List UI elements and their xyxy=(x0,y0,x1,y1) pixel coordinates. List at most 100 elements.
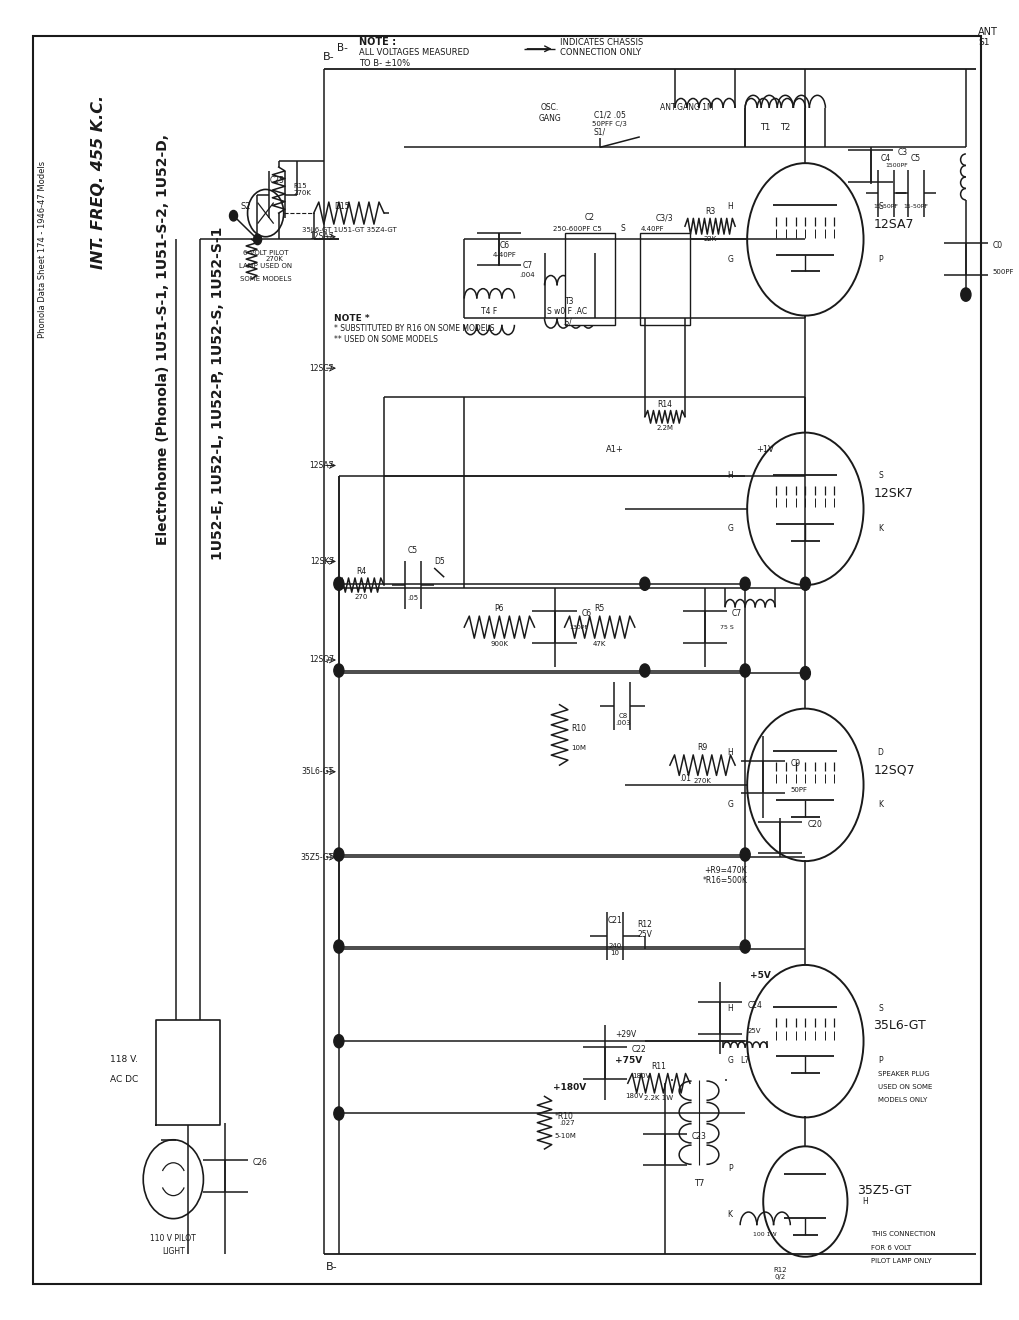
Text: .004: .004 xyxy=(519,272,535,279)
Text: +180V: +180V xyxy=(552,1082,586,1092)
Text: R12
0/2: R12 0/2 xyxy=(772,1267,787,1280)
Text: +75V: +75V xyxy=(614,1056,641,1065)
Text: 250-600PF C5: 250-600PF C5 xyxy=(552,226,601,232)
Text: G: G xyxy=(727,800,733,809)
Circle shape xyxy=(639,664,649,677)
Text: 12SC7: 12SC7 xyxy=(309,364,333,372)
Text: 12SQ7: 12SQ7 xyxy=(309,656,333,664)
Text: H: H xyxy=(727,202,733,211)
Text: T1: T1 xyxy=(759,123,769,132)
Text: ALL VOLTAGES MEASURED: ALL VOLTAGES MEASURED xyxy=(359,49,469,57)
Text: C26: C26 xyxy=(253,1158,267,1167)
Text: .01: .01 xyxy=(679,774,690,783)
Text: C5: C5 xyxy=(910,154,920,164)
Text: +R9=470K: +R9=470K xyxy=(703,866,746,875)
Text: *R16=500K: *R16=500K xyxy=(702,876,747,886)
Text: ** USED ON SOME MODELS: ** USED ON SOME MODELS xyxy=(333,335,437,343)
Text: AC DC: AC DC xyxy=(110,1074,139,1084)
Circle shape xyxy=(740,847,749,861)
Text: D15: D15 xyxy=(333,202,348,211)
Text: C21: C21 xyxy=(606,916,622,925)
Text: 35L6-GT: 35L6-GT xyxy=(302,767,333,776)
Text: C0: C0 xyxy=(991,242,1002,251)
Text: 35Z5-GT: 35Z5-GT xyxy=(857,1184,911,1197)
Text: 12SQ7: 12SQ7 xyxy=(872,763,914,776)
Text: H: H xyxy=(727,1003,733,1012)
Circle shape xyxy=(800,577,809,590)
Text: G: G xyxy=(727,1056,733,1065)
Text: ANT.GANG 1M: ANT.GANG 1M xyxy=(659,103,713,112)
Text: ANT: ANT xyxy=(977,26,997,37)
Text: 500PF: 500PF xyxy=(991,269,1014,276)
Text: 35L6-GT 1U51-GT 35Z4-GT: 35L6-GT 1U51-GT 35Z4-GT xyxy=(302,227,395,232)
Circle shape xyxy=(740,940,749,953)
Circle shape xyxy=(639,577,649,590)
Text: R15
270K: R15 270K xyxy=(293,183,311,195)
Text: 118 V.: 118 V. xyxy=(110,1055,139,1064)
Text: SPEAKER PLUG: SPEAKER PLUG xyxy=(876,1071,928,1077)
Text: 270: 270 xyxy=(355,594,368,601)
Text: MODELS ONLY: MODELS ONLY xyxy=(876,1097,926,1104)
Text: S2: S2 xyxy=(240,202,251,211)
Text: P: P xyxy=(877,1056,882,1065)
Text: C2: C2 xyxy=(584,214,594,222)
Text: K: K xyxy=(877,800,882,809)
Text: S: S xyxy=(877,471,882,480)
Text: Electrohome (Phonola) 1U51-S-1, 1U51-S-2, 1U52-D,: Electrohome (Phonola) 1U51-S-1, 1U51-S-2… xyxy=(156,135,170,545)
Text: 180V: 180V xyxy=(625,1093,643,1100)
Circle shape xyxy=(960,288,970,301)
Text: P6: P6 xyxy=(494,605,503,614)
Text: 2.2K 1W: 2.2K 1W xyxy=(644,1096,673,1101)
Text: D5: D5 xyxy=(433,557,444,566)
Text: B-: B- xyxy=(326,1262,337,1272)
Text: 6 VOLT PILOT: 6 VOLT PILOT xyxy=(243,249,288,256)
Text: T7: T7 xyxy=(693,1179,703,1188)
Circle shape xyxy=(800,667,809,680)
Text: B-: B- xyxy=(323,51,334,62)
Text: 270K: 270K xyxy=(693,777,711,784)
Text: * SUBSTITUTED BY R16 ON SOME MODELS: * SUBSTITUTED BY R16 ON SOME MODELS xyxy=(333,325,494,333)
Circle shape xyxy=(740,577,749,590)
Text: Phonola Data Sheet 174 - 1946-47 Models: Phonola Data Sheet 174 - 1946-47 Models xyxy=(39,161,47,338)
Text: INT. FREQ. 455 K.C.: INT. FREQ. 455 K.C. xyxy=(91,95,106,269)
Text: R14: R14 xyxy=(657,400,672,409)
Text: D: D xyxy=(876,747,882,756)
Text: 47K: 47K xyxy=(592,642,605,647)
Text: THIS CONNECTION: THIS CONNECTION xyxy=(869,1232,934,1237)
Text: T3: T3 xyxy=(565,297,574,306)
Circle shape xyxy=(333,1107,343,1121)
Circle shape xyxy=(333,1035,343,1048)
Text: P: P xyxy=(877,255,882,264)
Text: .S/: .S/ xyxy=(561,318,571,326)
Text: +5V: +5V xyxy=(749,972,770,979)
Text: P: P xyxy=(728,1164,732,1173)
Text: R11: R11 xyxy=(651,1063,665,1071)
Text: S: S xyxy=(877,202,882,211)
Text: 50PFF C/3: 50PFF C/3 xyxy=(592,120,627,127)
Text: R12
25V: R12 25V xyxy=(637,920,651,939)
Text: 12SK7: 12SK7 xyxy=(872,487,913,500)
Text: +29V: +29V xyxy=(614,1030,636,1039)
Text: FOR 6 VOLT: FOR 6 VOLT xyxy=(869,1245,910,1250)
Text: S1/: S1/ xyxy=(593,127,605,136)
Text: USED ON SOME: USED ON SOME xyxy=(876,1084,931,1090)
Circle shape xyxy=(254,234,261,244)
Text: 110 V PILOT: 110 V PILOT xyxy=(151,1234,196,1243)
Text: OSC.: OSC. xyxy=(540,103,558,112)
Text: C9: C9 xyxy=(790,759,800,768)
Text: TO B- ±10%: TO B- ±10% xyxy=(359,59,410,67)
Text: C6: C6 xyxy=(499,242,508,251)
Text: C8
.003: C8 .003 xyxy=(614,713,630,726)
Text: R5: R5 xyxy=(594,605,604,614)
Text: G: G xyxy=(727,524,733,533)
Text: R10: R10 xyxy=(571,723,586,733)
Text: INDICATES CHASSIS: INDICATES CHASSIS xyxy=(559,38,642,46)
Text: 5-10M: 5-10M xyxy=(554,1133,576,1139)
Text: C5: C5 xyxy=(408,546,418,554)
Text: 4.40PF: 4.40PF xyxy=(640,226,664,232)
Text: S w0 F .AC: S w0 F .AC xyxy=(546,308,586,317)
Text: 2.2M: 2.2M xyxy=(656,425,673,430)
Text: LAMP USED ON: LAMP USED ON xyxy=(238,263,291,269)
Text: R9: R9 xyxy=(697,743,707,752)
Text: 15-50PF: 15-50PF xyxy=(872,205,898,209)
